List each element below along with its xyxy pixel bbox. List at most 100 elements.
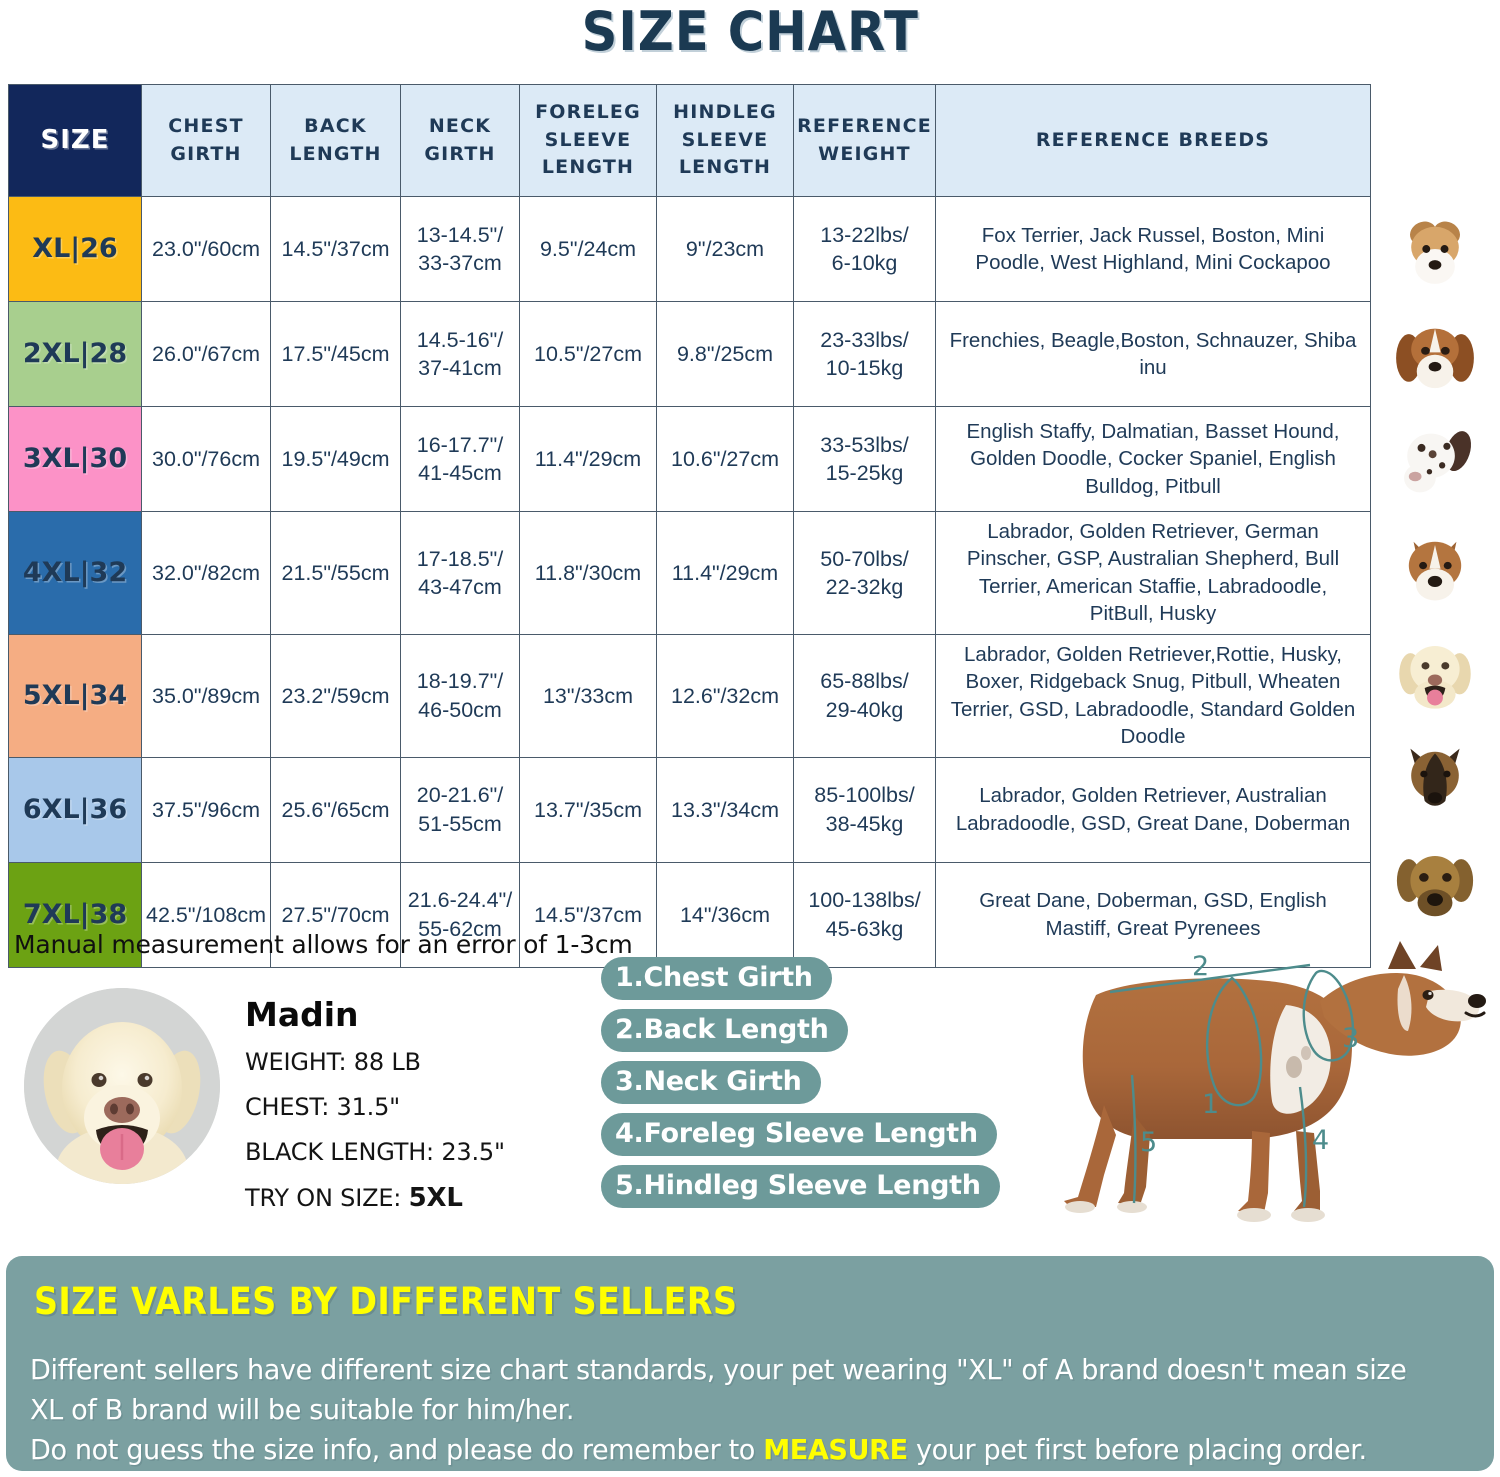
legend-pill-3: 3.Neck Girth xyxy=(601,1061,821,1104)
banner-line-1: Different sellers have different size ch… xyxy=(30,1354,1407,1386)
neck-girth-line2: 33-37cm xyxy=(418,251,502,275)
header-foreleg-line2: SLEEVE xyxy=(544,128,632,151)
header-foreleg-line3: LENGTH xyxy=(541,156,635,179)
hindleg-sleeve-cell: 9"/23cm xyxy=(656,196,794,302)
breed-photo-slot xyxy=(1374,826,1496,931)
seller-disclaimer-banner: SIZE VARLES BY DIFFERENT SELLERS Differe… xyxy=(6,1256,1494,1471)
neck-girth-line2: 43-47cm xyxy=(418,574,502,599)
header-hindleg-line3: LENGTH xyxy=(678,156,772,179)
neck-girth-line2: 55-62cm xyxy=(418,916,502,941)
german-shepherd-icon xyxy=(1410,748,1460,806)
reference-weight-cell: 50-70lbs/22-32kg xyxy=(793,511,936,635)
neck-girth-cell: 21.6-24.4"/ 55-62cm xyxy=(400,861,520,968)
reference-weight-cell: 65-88lbs/29-40kg xyxy=(793,633,936,758)
hindleg-sleeve-cell: 14"/36cm xyxy=(656,861,794,968)
reference-breeds-cell: Labrador, Golden Retriever, Australian L… xyxy=(935,756,1371,863)
hindleg-sleeve-cell: 10.6"/27cm xyxy=(656,406,794,512)
reference-weight-line1: 13-22lbs/ xyxy=(820,222,909,247)
size-badge-4xl-32: 4XL|32 xyxy=(8,511,142,635)
header-back-line1: BACK xyxy=(304,114,367,137)
foreleg-sleeve-cell: 11.8"/30cm xyxy=(519,511,657,635)
size-badge-2xl-28: 2XL|28 xyxy=(8,301,142,407)
neck-girth-cell: 14.5-16"/ 37-41cm xyxy=(400,301,520,407)
header-back-line2: LENGTH xyxy=(289,142,382,165)
reference-weight-line1: 50-70lbs/ xyxy=(820,546,909,571)
banner-line-3: Do not guess the size info, and please d… xyxy=(30,1431,1458,1471)
breed-photo-slot xyxy=(1374,406,1496,511)
neck-girth-line1: 17-18.5"/ xyxy=(416,546,504,571)
chest-girth-cell: 35.0"/89cm xyxy=(141,633,271,758)
profile-chest: CHEST: 31.5" xyxy=(245,1093,401,1121)
neck-girth-line1: 20-21.6"/ xyxy=(416,783,504,808)
header-weight-line1: REFERENCE xyxy=(797,114,932,137)
profile-try-on: TRY ON SIZE: 5XL xyxy=(245,1183,605,1213)
header-foreleg-line1: FORELEG xyxy=(535,101,641,124)
dalmatian-icon xyxy=(1404,430,1472,492)
header-chest-girth: CHEST GIRTH xyxy=(141,84,271,197)
reference-breeds-cell: Frenchies, Beagle,Boston, Schnauzer, Shi… xyxy=(935,301,1371,407)
hindleg-sleeve-cell: 12.6"/32cm xyxy=(656,633,794,758)
reference-weight-line2: 45-63kg xyxy=(825,916,904,941)
profile-weight: WEIGHT: 88 LB xyxy=(245,1048,421,1076)
reference-weight-line1: 100-138lbs/ xyxy=(808,888,921,913)
header-hindleg-sleeve-length: HINDLEG SLEEVE LENGTH xyxy=(656,84,794,197)
pitbull-icon xyxy=(1408,541,1462,601)
neck-girth-cell: 16-17.7"/ 41-45cm xyxy=(400,406,520,512)
header-reference-breeds: REFERENCE BREEDS xyxy=(935,84,1371,197)
reference-breeds-cell: English Staffy, Dalmatian, Basset Hound,… xyxy=(935,406,1371,512)
breed-photo-slot xyxy=(1374,721,1496,826)
neck-girth-line2: 37-41cm xyxy=(418,356,502,380)
foreleg-sleeve-cell: 13.7"/35cm xyxy=(519,756,657,863)
reference-weight-line1: 85-100lbs/ xyxy=(814,783,915,808)
banner-line3-a: Do not guess the size info, and please d… xyxy=(30,1433,764,1466)
neck-girth-cell: 20-21.6"/ 51-55cm xyxy=(400,756,520,863)
reference-weight-cell: 33-53lbs/15-25kg xyxy=(793,406,936,512)
banner-title: SIZE VARLES BY DIFFERENT SELLERS xyxy=(34,1280,738,1323)
size-badge-xl-26: XL|26 xyxy=(8,196,142,302)
back-length-cell: 27.5"/70cm xyxy=(270,861,401,968)
size-table: SIZE CHEST GIRTH BACK LENGTH NECK GIRTH xyxy=(8,84,1371,968)
chest-girth-cell: 26.0"/67cm xyxy=(141,301,271,407)
neck-girth-line2: 46-50cm xyxy=(418,697,502,722)
page-title: SIZE CHART xyxy=(581,0,919,63)
back-length-cell: 17.5"/45cm xyxy=(270,301,401,407)
header-neck-line1: NECK xyxy=(428,114,492,137)
back-length-cell: 21.5"/55cm xyxy=(270,511,401,635)
profile-try-on-label: TRY ON SIZE: xyxy=(245,1184,402,1212)
profile-name: Madin xyxy=(245,995,359,1034)
banner-line-2: XL of B brand will be suitable for him/h… xyxy=(30,1393,575,1426)
thumb-spacer xyxy=(1374,84,1496,196)
reference-breeds-cell: Labrador, Golden Retriever, German Pinsc… xyxy=(935,511,1371,635)
neck-girth-cell: 17-18.5"/ 43-47cm xyxy=(400,511,520,635)
header-row: SIZE CHEST GIRTH BACK LENGTH NECK GIRTH xyxy=(8,84,1371,197)
header-neck-girth: NECK GIRTH xyxy=(400,84,520,197)
neck-girth-line1: 21.6-24.4"/ xyxy=(407,888,513,913)
header-back-length: BACK LENGTH xyxy=(270,84,401,197)
beagle-icon xyxy=(1396,328,1474,388)
table-row: 7XL|38 42.5"/108cm 27.5"/70cm 21.6-24.4"/55… xyxy=(8,861,1371,968)
breed-photo-slot xyxy=(1374,196,1496,301)
reference-weight-line1: 23-33lbs/ xyxy=(820,327,909,352)
profile-avatar xyxy=(24,988,220,1184)
neck-girth-cell: 18-19.7"/ 46-50cm xyxy=(400,633,520,758)
size-badge-3xl-30: 3XL|30 xyxy=(8,406,142,512)
reference-weight-line1: 65-88lbs/ xyxy=(820,669,909,694)
reference-breeds-cell: Fox Terrier, Jack Russel, Boston, Mini P… xyxy=(935,196,1371,302)
chest-girth-cell: 23.0"/60cm xyxy=(141,196,271,302)
back-length-cell: 23.2"/59cm xyxy=(270,633,401,758)
foreleg-sleeve-cell: 11.4"/29cm xyxy=(519,406,657,512)
hindleg-sleeve-cell: 11.4"/29cm xyxy=(656,511,794,635)
banner-body: Different sellers have different size ch… xyxy=(30,1351,1458,1471)
hindleg-sleeve-cell: 9.8"/25cm xyxy=(656,301,794,407)
header-hindleg-line2: SLEEVE xyxy=(681,128,769,151)
reference-weight-cell: 13-22lbs/6-10kg xyxy=(793,196,936,302)
neck-girth-line2: 41-45cm xyxy=(418,461,502,485)
back-length-cell: 19.5"/49cm xyxy=(270,406,401,512)
reference-weight-cell: 100-138lbs/45-63kg xyxy=(793,861,936,968)
header-size: SIZE xyxy=(8,84,142,197)
back-length-cell: 25.6"/65cm xyxy=(270,756,401,863)
reference-breeds-cell: Great Dane, Doberman, GSD, English Masti… xyxy=(935,861,1371,968)
header-weight-line2: WEIGHT xyxy=(818,142,911,165)
size-table-area: SIZE CHEST GIRTH BACK LENGTH NECK GIRTH xyxy=(8,84,1371,968)
reference-weight-line2: 6-10kg xyxy=(831,251,898,275)
